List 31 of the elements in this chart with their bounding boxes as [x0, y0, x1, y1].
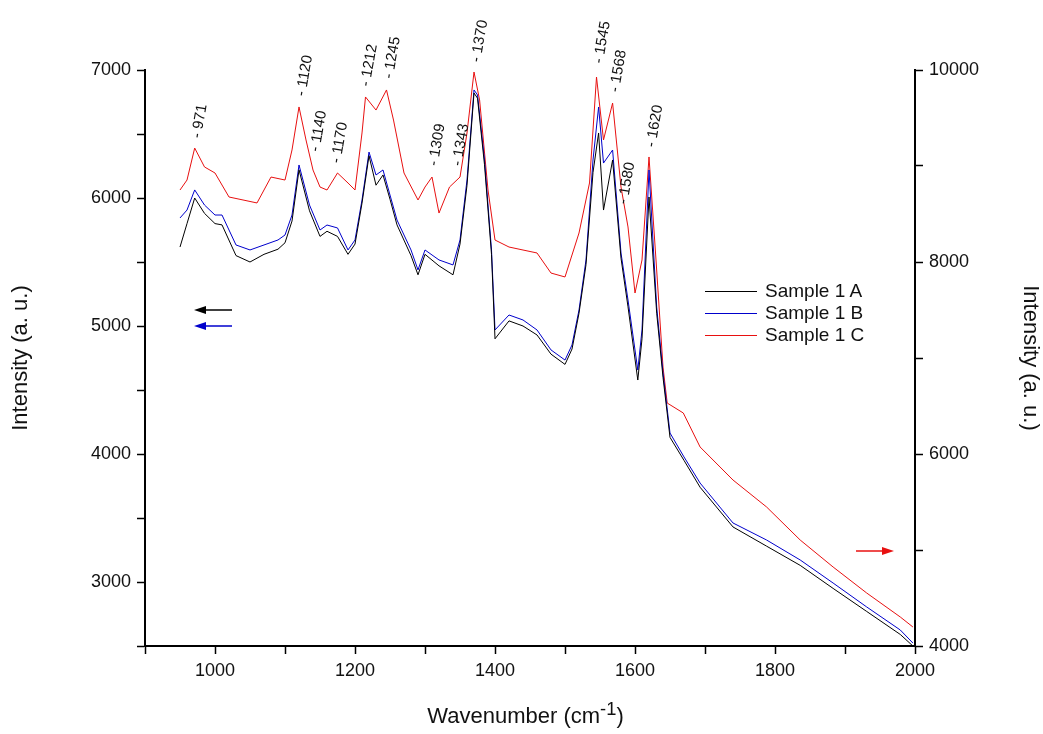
- y2-axis-title: Intensity (a. u.): [1018, 285, 1043, 431]
- x-tick-label: 1600: [614, 659, 656, 680]
- legend-label: Sample 1 B: [765, 302, 864, 324]
- annotation: - 1620: [641, 103, 666, 149]
- x-tick-label: 1800: [754, 659, 796, 680]
- annotation: - 1245: [378, 35, 403, 80]
- x-axis-title: Wavenumber (cm$^{-1}$): [426, 698, 625, 730]
- annotation: - 971: [186, 102, 210, 140]
- annotation: - 1212: [355, 42, 380, 88]
- y2-tick-label: 6000: [929, 442, 970, 463]
- y-tick-label: 6000: [90, 186, 131, 207]
- annotation: - 1370: [466, 18, 491, 64]
- annotation: - 1120: [291, 53, 316, 98]
- annotation: - 1545: [588, 19, 613, 65]
- annotation: - 1580: [613, 160, 638, 206]
- legend-label: Sample 1 A: [765, 280, 863, 302]
- y-tick-label: 5000: [90, 314, 131, 335]
- y2-tick-label: 8000: [929, 250, 970, 271]
- x-tick-label: 1200: [334, 659, 376, 680]
- y-tick-label: 3000: [90, 570, 131, 591]
- x-tick-label: 1400: [474, 659, 516, 680]
- annotation: - 1343: [447, 122, 472, 167]
- x-tick-label: 1000: [194, 659, 236, 680]
- annotation: - 1309: [423, 122, 448, 167]
- y-axis-title: Intensity (a. u.): [7, 285, 33, 431]
- y2-tick-label: 10000: [929, 58, 980, 79]
- y-tick-label: 7000: [90, 58, 131, 79]
- legend-label: Sample 1 C: [765, 324, 865, 346]
- y2-tick-label: 4000: [929, 634, 970, 655]
- x-tick-label: 2000: [894, 659, 936, 680]
- y-tick-label: 4000: [90, 442, 131, 463]
